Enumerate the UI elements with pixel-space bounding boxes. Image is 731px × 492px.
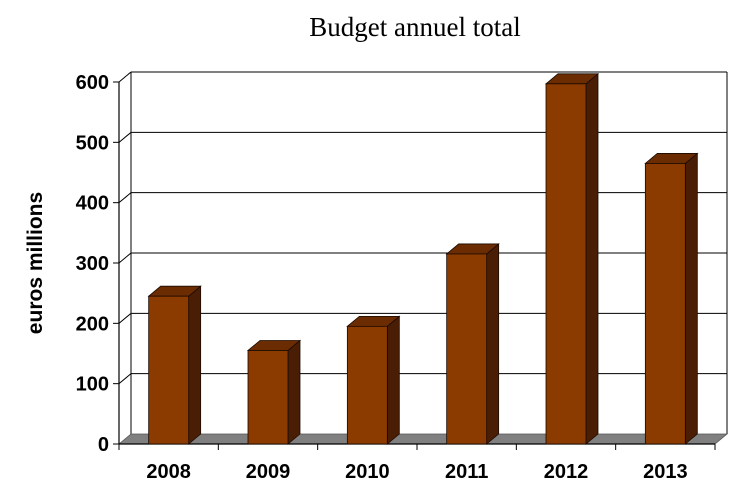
- gridline-side: [118, 131, 132, 143]
- x-tick-label: 2008: [146, 461, 191, 483]
- y-axis-label: euros millions: [24, 192, 47, 334]
- chart-floor: [117, 433, 729, 445]
- y-tick-label: 400: [76, 193, 109, 215]
- y-tick-label: 300: [76, 253, 109, 275]
- y-tick-label: 600: [76, 72, 109, 94]
- bar-2010: [346, 315, 401, 445]
- gridline-side: [118, 71, 132, 83]
- bar-2013: [644, 152, 699, 445]
- bar-side-face: [585, 72, 599, 445]
- bar-front-face: [644, 163, 686, 445]
- bar-front-face: [545, 83, 587, 445]
- bar-2009: [246, 339, 302, 445]
- bar-side-face: [684, 152, 698, 445]
- chart-title: Budget annuel total: [309, 12, 521, 42]
- gridline-side: [118, 192, 132, 204]
- bar-2011: [445, 243, 500, 445]
- bar-side-face: [188, 285, 202, 445]
- y-tick-label: 0: [98, 434, 109, 456]
- x-tick-label: 2011: [445, 461, 488, 483]
- y-tick-label: 100: [76, 374, 109, 396]
- gridline-side: [118, 373, 132, 385]
- grid-layer: [118, 71, 728, 434]
- bar-side-face: [486, 243, 500, 445]
- x-tick-label: 2013: [643, 461, 688, 483]
- bar-2008: [147, 285, 202, 445]
- bar-layer: [147, 72, 699, 445]
- x-tick-label: 2012: [544, 461, 589, 483]
- y-tick-label: 200: [76, 313, 109, 335]
- gridline-side: [118, 252, 132, 264]
- y-tick-label: 500: [76, 132, 109, 154]
- x-tick-label: 2009: [246, 461, 291, 483]
- x-tick-label: 2010: [345, 461, 390, 483]
- bar-side-face: [287, 339, 301, 445]
- axis-layer: [113, 81, 729, 450]
- gridline-side: [118, 312, 132, 324]
- bar-front-face: [148, 295, 190, 445]
- bar-front-face: [446, 253, 488, 445]
- bar-front-face: [346, 325, 388, 445]
- label-layer: 0 100 200 300 400 500 600 2008 2009 2010 2011 2012 2…: [76, 72, 688, 483]
- bar-front-face: [247, 350, 289, 445]
- bar-2012: [544, 72, 600, 445]
- bar-side-face: [386, 315, 400, 445]
